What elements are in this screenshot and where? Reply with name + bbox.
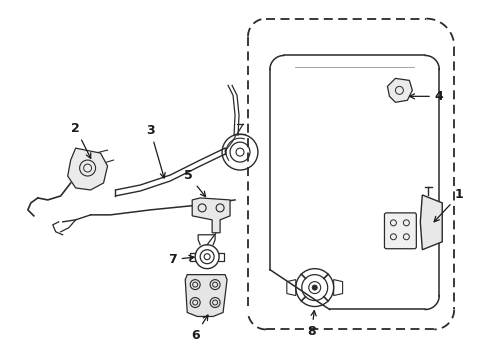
Polygon shape xyxy=(386,78,411,102)
Polygon shape xyxy=(192,198,229,233)
FancyBboxPatch shape xyxy=(384,213,415,249)
Circle shape xyxy=(312,285,317,290)
Polygon shape xyxy=(67,148,107,190)
Text: 3: 3 xyxy=(146,124,165,178)
Polygon shape xyxy=(420,195,441,250)
Text: 8: 8 xyxy=(307,311,315,338)
Text: 4: 4 xyxy=(409,90,443,103)
Polygon shape xyxy=(185,275,226,316)
Text: 5: 5 xyxy=(183,168,205,197)
Text: 7: 7 xyxy=(167,253,194,266)
Text: 2: 2 xyxy=(71,122,91,158)
Text: 6: 6 xyxy=(190,315,207,342)
Text: 1: 1 xyxy=(433,188,463,222)
